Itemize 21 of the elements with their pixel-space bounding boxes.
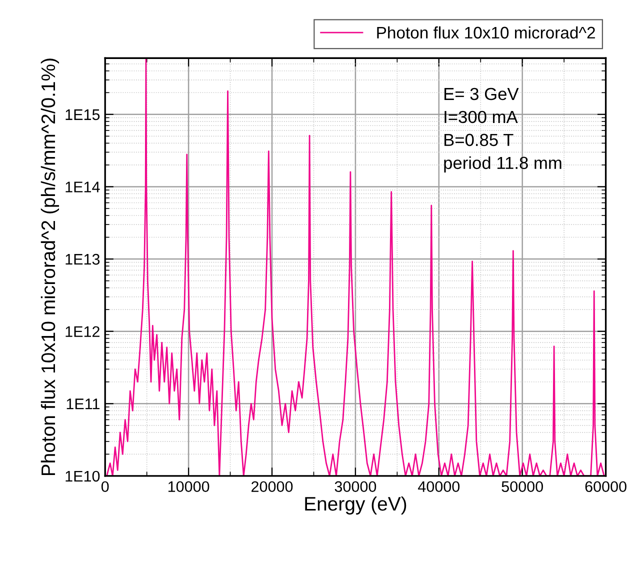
annotation: period 11.8 mm (444, 156, 562, 173)
x-tick-label: 0 (101, 481, 109, 492)
x-tick-label: 10000 (168, 481, 210, 492)
x-tick-label: 60000 (585, 481, 626, 492)
y-tick-label: 1E14 (66, 182, 100, 192)
x-axis-title: Energy (eV) (305, 496, 406, 515)
y-axis-title: Photon flux 10x10 microrad^2 (ph/s/mm^2/0.1%) (40, 58, 60, 476)
legend-label: Photon flux 10x10 microrad^2 (377, 26, 595, 39)
x-tick-label: 30000 (334, 481, 376, 492)
x-tick-label: 40000 (418, 481, 460, 492)
annotation: B=0.85 T (444, 134, 514, 146)
y-tick-label: 1E13 (66, 254, 100, 265)
y-tick-label: 1E10 (66, 470, 100, 482)
y-tick-label: 1E11 (66, 398, 100, 410)
annotation: E= 3 GeV (444, 88, 519, 100)
x-tick-label: 20000 (252, 481, 293, 492)
x-tick-label: 50000 (502, 481, 543, 492)
y-tick-label: 1E12 (66, 326, 100, 337)
annotation: I=300 mA (444, 110, 518, 124)
y-tick-label: 1E15 (66, 109, 100, 120)
line-series (106, 58, 605, 476)
